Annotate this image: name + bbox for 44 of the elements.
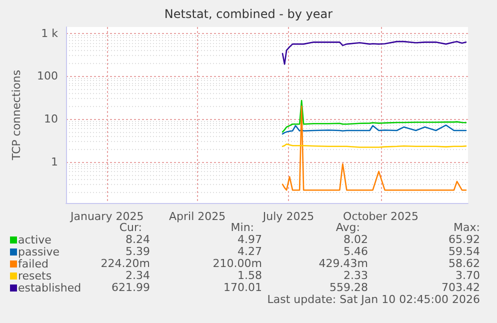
text: 703.42 xyxy=(442,281,480,294)
text: 2.34 xyxy=(126,269,150,282)
x-tick-label: July 2025 xyxy=(262,210,314,223)
text: Last update: Sat Jan 10 02:45:00 2026 xyxy=(267,293,480,306)
legend-label: failed xyxy=(18,258,48,270)
legend-label: passive xyxy=(18,246,60,258)
text: 429.43m xyxy=(318,257,368,270)
text: 65.92 xyxy=(448,233,480,246)
text: 8.24 xyxy=(126,233,150,246)
chart-title: Netstat, combined - by year xyxy=(164,7,333,21)
x-tick-label: April 2025 xyxy=(169,210,226,223)
text: 3.70 xyxy=(456,269,480,282)
text: 58.62 xyxy=(448,257,480,270)
legend-label: established xyxy=(18,282,82,294)
text: Max: xyxy=(454,221,480,234)
line-series xyxy=(282,100,467,133)
legend-label: active xyxy=(18,234,52,246)
text: 224.20m xyxy=(100,257,150,270)
x-tick-label: October 2025 xyxy=(343,210,419,223)
y-tick-label: 1 xyxy=(51,155,58,168)
text: 2.33 xyxy=(344,269,368,282)
text: 5.46 xyxy=(344,245,368,258)
legend-label: resets xyxy=(18,270,52,282)
text: 621.99 xyxy=(112,281,150,294)
text: 4.97 xyxy=(238,233,262,246)
text: 170.01 xyxy=(224,281,262,294)
text: Cur: xyxy=(119,221,142,234)
text: 4.27 xyxy=(238,245,262,258)
text: 5.39 xyxy=(126,245,150,258)
text: 59.54 xyxy=(448,245,480,258)
text: Avg: xyxy=(336,221,360,234)
y-tick-label: 10 xyxy=(44,112,58,126)
text: 1.58 xyxy=(238,269,262,282)
text: 8.02 xyxy=(344,233,368,246)
text: 559.28 xyxy=(330,281,368,294)
x-tick-label: January 2025 xyxy=(70,210,144,223)
y-axis-title: TCP connections xyxy=(10,70,23,162)
line-series xyxy=(282,40,467,65)
text: 210.00m xyxy=(212,257,262,270)
line-series xyxy=(282,105,467,191)
y-tick-label: 100 xyxy=(37,70,58,83)
line-series xyxy=(282,124,467,135)
text: Min: xyxy=(230,221,254,234)
y-tick-label: 1 k xyxy=(41,26,59,40)
